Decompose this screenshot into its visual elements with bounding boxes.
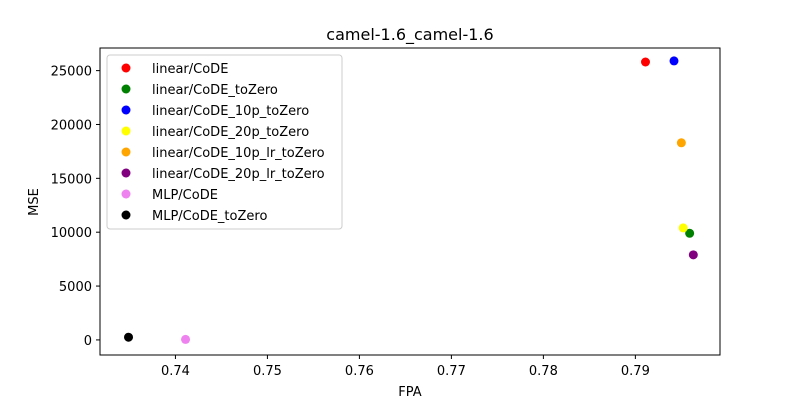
data-point — [678, 223, 688, 233]
legend-marker — [121, 168, 131, 178]
legend-label: linear/CoDE — [152, 62, 228, 77]
plot-area — [99, 47, 721, 356]
data-point — [124, 332, 134, 342]
legend: linear/CoDE linear/CoDE_toZero linear/CoDE… — [106, 54, 343, 230]
legend-marker — [121, 105, 131, 115]
x-tick-label: 0.78 — [529, 364, 558, 379]
data-point — [688, 250, 698, 260]
legend-box — [106, 54, 343, 230]
data-point — [181, 334, 191, 344]
data-point — [685, 228, 695, 238]
legend-label: linear/CoDE_20p_toZero — [152, 125, 309, 140]
legend-label: MLP/CoDE_toZero — [152, 209, 267, 224]
data-point — [669, 56, 679, 66]
data-point — [676, 138, 686, 148]
x-tick-label: 0.75 — [253, 364, 282, 379]
y-tick-label: 5000 — [59, 280, 92, 295]
legend-label: linear/CoDE_10p_toZero — [152, 104, 309, 119]
x-axis: 0.74 0.75 0.76 0.77 0.78 0.79 — [161, 355, 650, 379]
legend-marker — [121, 126, 131, 136]
x-tick-label: 0.74 — [161, 364, 190, 379]
y-tick-label: 10000 — [51, 226, 92, 241]
data-point — [640, 57, 650, 67]
legend-label: linear/CoDE_20p_lr_toZero — [152, 167, 325, 182]
legend-marker — [121, 63, 131, 73]
legend-label: linear/CoDE_toZero — [152, 83, 278, 98]
x-tick-label: 0.79 — [621, 364, 650, 379]
legend-marker — [121, 147, 131, 157]
y-tick-label: 0 — [84, 334, 92, 349]
data-points — [124, 56, 698, 344]
plot-frame — [99, 47, 721, 356]
legend-marker — [121, 84, 131, 94]
legend-label: linear/CoDE_10p_lr_toZero — [152, 146, 325, 161]
y-axis: 0 5000 10000 15000 20000 25000 — [51, 65, 100, 349]
x-tick-label: 0.77 — [437, 364, 466, 379]
x-axis-title: FPA — [398, 385, 421, 400]
legend-label: MLP/CoDE — [152, 188, 218, 203]
y-tick-label: 15000 — [51, 172, 92, 187]
legend-marker — [121, 189, 131, 199]
x-tick-label: 0.76 — [345, 364, 374, 379]
y-tick-label: 25000 — [51, 65, 92, 80]
legend-marker — [121, 210, 131, 220]
chart-title: camel-1.6_camel-1.6 — [326, 25, 493, 45]
y-tick-label: 20000 — [51, 118, 92, 133]
y-axis-title: MSE — [27, 188, 42, 216]
